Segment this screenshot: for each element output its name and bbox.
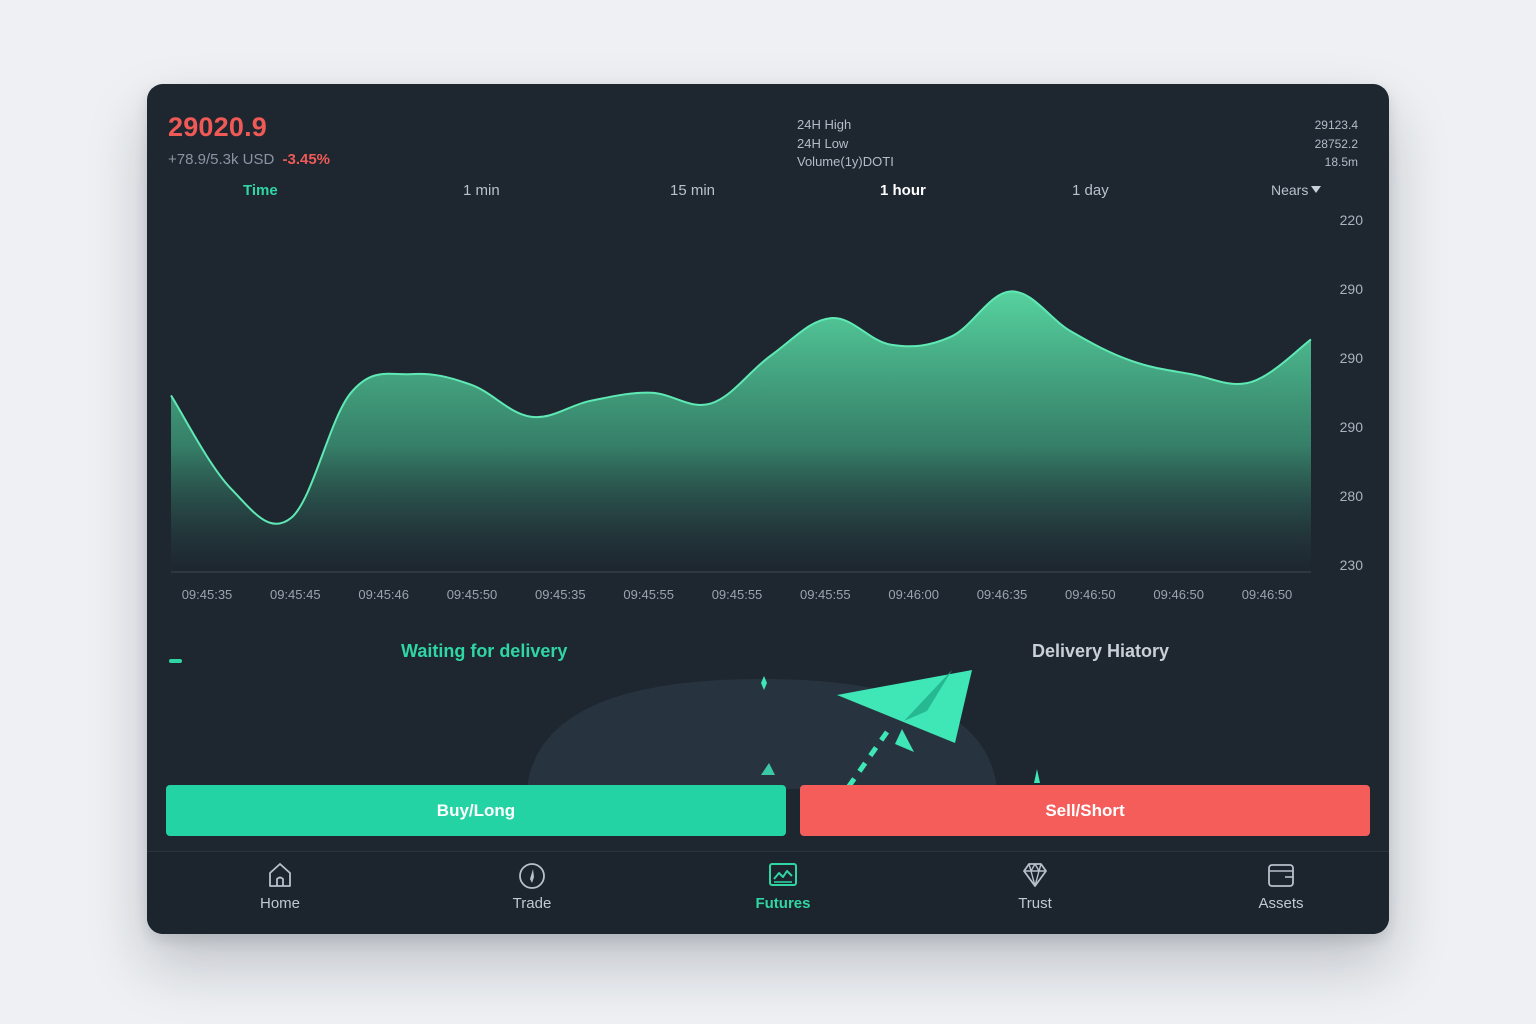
sparkle-icon xyxy=(761,676,767,690)
nav-trade[interactable]: Trade xyxy=(477,860,587,912)
buy-long-button[interactable]: Buy/Long xyxy=(166,785,786,836)
x-tick-label: 09:46:00 xyxy=(888,587,939,602)
home-icon xyxy=(269,863,291,887)
tab-1-hour[interactable]: 1 hour xyxy=(880,182,926,199)
timeframe-tabs: Time 1 min 15 min 1 hour 1 day Nears xyxy=(147,182,1389,206)
sell-short-button[interactable]: Sell/Short xyxy=(800,785,1370,836)
sparkle-icon xyxy=(1034,769,1040,783)
stat-label-high: 24H High xyxy=(797,117,852,132)
x-tick-label: 09:45:35 xyxy=(535,587,586,602)
price-change-amount: +78.9/5.3k USD xyxy=(168,151,275,168)
x-tick-label: 09:45:55 xyxy=(712,587,763,602)
stat-value-low: 28752.2 xyxy=(1314,136,1358,151)
tab-15-min[interactable]: 15 min xyxy=(670,182,716,199)
y-tick-label: 290 xyxy=(1340,419,1364,435)
y-axis-ticks: 220 290 290 290 280 230 xyxy=(1340,212,1364,573)
x-tick-label: 09:45:55 xyxy=(800,587,851,602)
x-tick-label: 09:45:45 xyxy=(270,587,321,602)
tab-1-day[interactable]: 1 day xyxy=(1072,182,1109,199)
last-price: 29020.9 xyxy=(168,112,267,142)
delivery-tabs: Waiting for delivery Delivery Hiatory xyxy=(147,639,1389,679)
y-tick-label: 290 xyxy=(1340,350,1364,366)
x-tick-label: 09:45:50 xyxy=(447,587,498,602)
trading-panel: 29020.9 +78.9/5.3k USD -3.45% 24H High 2… xyxy=(147,84,1389,934)
stat-label-volume: Volume(1y)DOTI xyxy=(797,154,894,169)
tab-1-min[interactable]: 1 min xyxy=(463,182,500,199)
x-tick-label: 09:45:55 xyxy=(623,587,674,602)
price-change-percent: -3.45% xyxy=(282,151,331,168)
chevron-down-icon xyxy=(1311,186,1322,193)
stat-label-low: 24H Low xyxy=(797,135,849,151)
nav-futures-label: Futures xyxy=(755,895,811,912)
empty-state-illustration xyxy=(527,670,1040,789)
x-tick-label: 09:46:50 xyxy=(1242,587,1293,602)
chart-monitor-icon xyxy=(769,863,797,886)
x-tick-label: 09:46:50 xyxy=(1153,587,1204,602)
tab-nears-dropdown[interactable]: Nears xyxy=(1271,182,1322,198)
sparkle-icon xyxy=(761,763,775,775)
x-tick-label: 09:45:35 xyxy=(182,587,233,602)
dashed-trail xyxy=(844,730,890,789)
stat-value-volume: 18.5m xyxy=(1324,155,1358,169)
tab-time[interactable]: Time xyxy=(243,182,278,199)
nav-trade-label: Trade xyxy=(512,895,552,912)
nav-home-label: Home xyxy=(259,895,300,912)
bottom-nav: Home Trade Futures Trust xyxy=(147,851,1389,934)
nav-assets-label: Assets xyxy=(1258,895,1304,912)
paper-plane-tail xyxy=(895,729,914,752)
nav-trust-label: Trust xyxy=(1018,895,1052,912)
tab-indicator xyxy=(169,659,182,663)
x-axis-ticks: 09:45:35 09:45:45 09:45:46 09:45:50 09:45:35… xyxy=(182,587,1293,602)
compass-icon xyxy=(519,863,545,889)
stats-values: 29123.4 28752.2 18.5m xyxy=(1315,116,1358,172)
y-tick-label: 220 xyxy=(1340,212,1364,228)
stat-value-high: 29123.4 xyxy=(1314,118,1358,132)
nav-assets[interactable]: Assets xyxy=(1226,860,1336,912)
paper-plane-fold xyxy=(904,670,952,721)
wallet-icon xyxy=(1268,864,1294,887)
y-tick-label: 290 xyxy=(1340,281,1364,297)
stats-labels: 24H High 24H Low Volume(1y)DOTI xyxy=(797,116,894,172)
price-chart: 09:45:35 09:45:45 09:45:46 09:45:50 09:45:35… xyxy=(170,212,1364,602)
tab-delivery-history[interactable]: Delivery Hiatory xyxy=(1032,641,1170,661)
nav-trust[interactable]: Trust xyxy=(980,860,1090,912)
diamond-icon xyxy=(1023,863,1047,887)
price-line xyxy=(170,290,1312,525)
x-tick-label: 09:45:46 xyxy=(358,587,409,602)
x-tick-label: 09:46:50 xyxy=(1065,587,1116,602)
price-area xyxy=(171,291,1311,572)
tab-waiting-for-delivery[interactable]: Waiting for delivery xyxy=(401,641,568,661)
nav-home[interactable]: Home xyxy=(225,860,335,912)
x-tick-label: 09:46:35 xyxy=(977,587,1028,602)
price-change: +78.9/5.3k USD -3.45% xyxy=(168,151,330,168)
y-tick-label: 280 xyxy=(1340,488,1364,504)
tab-nears-label: Nears xyxy=(1271,182,1309,198)
nav-futures[interactable]: Futures xyxy=(728,860,838,912)
y-tick-label: 230 xyxy=(1340,557,1364,573)
